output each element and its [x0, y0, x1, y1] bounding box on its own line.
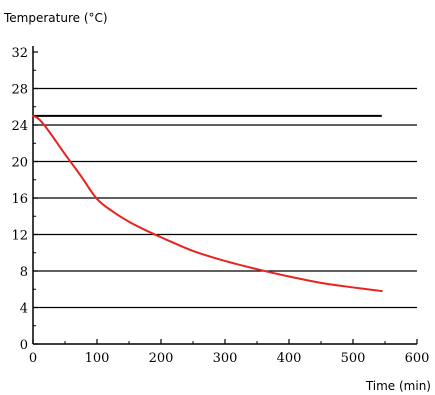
x-tick-label-100: 100: [85, 351, 110, 366]
series-group: [32, 114, 383, 293]
tick-labels: 0 4 8 12 16 20 24 28 32 0 100 200 300 400 500 600: [11, 46, 429, 366]
ticks: [32, 51, 418, 345]
y-axis-title: Temperature (°C): [3, 11, 108, 25]
y-tick-label-24: 24: [11, 119, 28, 134]
y-tick-label-16: 16: [11, 192, 28, 207]
x-tick-label-500: 500: [341, 351, 366, 366]
y-tick-label-32: 32: [11, 46, 28, 61]
x-axis-title: Time (min): [365, 379, 431, 393]
axes: [32, 46, 417, 345]
x-tick-label-600: 600: [405, 351, 430, 366]
x-tick-label-400: 400: [277, 351, 302, 366]
y-tick-label-20: 20: [11, 156, 28, 171]
x-tick-label-300: 300: [213, 351, 238, 366]
y-tick-label-8: 8: [20, 265, 28, 280]
y-tick-label-12: 12: [11, 229, 28, 244]
series-line-0: [32, 114, 383, 293]
y-tick-label-28: 28: [11, 83, 28, 98]
x-tick-label-0: 0: [29, 351, 37, 366]
x-tick-label-200: 200: [149, 351, 174, 366]
gridlines: [33, 87, 417, 309]
y-tick-label-4: 4: [20, 302, 28, 317]
y-tick-label-0: 0: [20, 338, 28, 353]
